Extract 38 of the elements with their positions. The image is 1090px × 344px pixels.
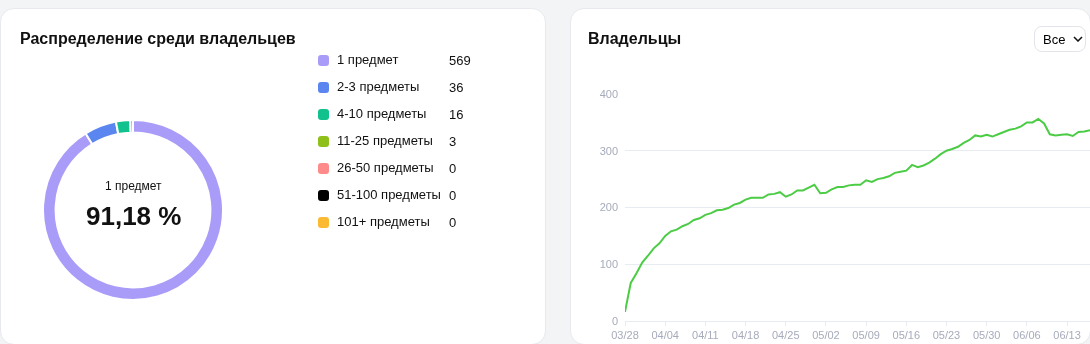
x-tick-label: 06/13 xyxy=(1053,329,1081,342)
x-tick-label: 05/23 xyxy=(932,329,961,342)
line-series xyxy=(625,117,1090,313)
x-tick-label: 04/04 xyxy=(651,329,679,342)
legend-label: 1 предмет xyxy=(337,52,400,68)
data-label: 3 xyxy=(449,133,457,149)
x-tick-label: 04/11 xyxy=(692,329,719,342)
x-tick-label: 05/09 xyxy=(852,329,880,342)
text: 1 предмет xyxy=(105,179,163,193)
legend-label: 26-50 предметы xyxy=(337,160,435,176)
legend-label: 2-3 предметы xyxy=(337,79,421,95)
legend-label: 11-25 предметы xyxy=(337,133,434,149)
legend-label: 101+ предметы xyxy=(337,214,431,230)
x-tick-label: 05/30 xyxy=(972,329,1001,342)
x-tick-label: 05/02 xyxy=(812,329,840,342)
donut-slice xyxy=(42,119,224,301)
y-tick-label: 400 xyxy=(599,87,618,100)
chart-title: Распределение среди владельцев xyxy=(20,29,296,47)
y-tick-label: 200 xyxy=(599,201,618,214)
legend-label: 4-10 предметы xyxy=(337,106,428,122)
y-tick-label: 0 xyxy=(611,314,618,327)
y-tick-label: 100 xyxy=(599,258,618,271)
x-tick-label: 04/25 xyxy=(771,329,800,342)
text: 0 xyxy=(449,187,457,203)
legend-label: 51-100 предметы xyxy=(337,187,442,203)
x-tick-label: 05/16 xyxy=(892,329,921,342)
x-tick-label: 04/18 xyxy=(731,329,760,342)
y-tick-label: 300 xyxy=(599,144,618,157)
data-label: 569 xyxy=(449,52,471,68)
data-label: 36 xyxy=(449,79,464,95)
text: 91,18 % xyxy=(86,201,182,231)
text: 0 xyxy=(449,214,457,230)
text: 0 xyxy=(449,160,457,176)
x-tick-label: 06/06 xyxy=(1013,329,1041,342)
dropdown: Все xyxy=(1034,26,1086,52)
x-tick-label: 03/28 xyxy=(611,329,639,342)
chart-title: Владельцы xyxy=(588,29,682,47)
data-label: 16 xyxy=(449,106,464,122)
